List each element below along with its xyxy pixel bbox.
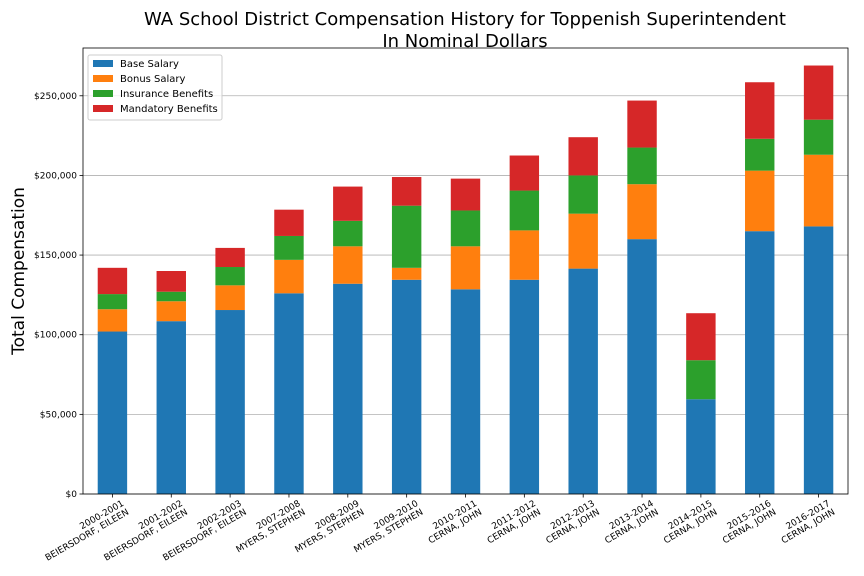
bar-base-salary xyxy=(333,283,363,494)
legend-swatch xyxy=(93,75,113,82)
bar-insurance-benefits xyxy=(803,119,834,155)
bar-mandatory-benefits xyxy=(156,271,186,292)
bar-base-salary xyxy=(745,231,775,494)
bar-base-salary xyxy=(803,226,834,494)
bar-base-salary xyxy=(391,279,422,494)
bar-base-salary xyxy=(509,279,540,494)
bar-insurance-benefits xyxy=(97,294,128,310)
bar-mandatory-benefits xyxy=(450,178,481,211)
y-tick-label: $250,000 xyxy=(34,92,77,102)
bar-mandatory-benefits xyxy=(97,267,128,295)
bar-bonus-salary xyxy=(803,154,834,227)
legend-frame xyxy=(87,54,223,121)
bar-insurance-benefits xyxy=(509,190,540,231)
legend-swatch xyxy=(93,60,113,67)
bar-mandatory-benefits xyxy=(215,247,245,268)
bar-insurance-benefits xyxy=(156,291,186,302)
y-axis: $0 $50,000 $100,000 $150,000 $200,000 $250,00… xyxy=(34,92,83,500)
bar-base-salary xyxy=(156,321,186,494)
bar-bonus-salary xyxy=(97,309,128,332)
bar-base-salary xyxy=(568,268,598,494)
bar-bonus-salary xyxy=(568,213,598,269)
chart-title: WA School District Compensation History … xyxy=(144,9,786,52)
bar-mandatory-benefits xyxy=(568,137,598,176)
y-tick-label: $50,000 xyxy=(40,410,77,420)
bar-mandatory-benefits xyxy=(745,82,775,139)
bar-base-salary xyxy=(97,331,128,494)
chart-title-line-2: In Nominal Dollars xyxy=(382,31,547,52)
bar-bonus-salary xyxy=(215,285,245,311)
bar-base-salary xyxy=(215,310,245,494)
bar-bonus-salary xyxy=(745,170,775,232)
bar-bonus-salary xyxy=(627,184,657,240)
y-tick-label: $200,000 xyxy=(34,171,77,181)
bar-insurance-benefits xyxy=(686,360,716,400)
bar-insurance-benefits xyxy=(215,267,245,286)
bar-bonus-salary xyxy=(333,246,363,284)
bar-bonus-salary xyxy=(156,301,186,322)
bar-insurance-benefits xyxy=(391,205,422,268)
bar-base-salary xyxy=(627,239,657,494)
bar-mandatory-benefits xyxy=(803,65,834,120)
bar-bonus-salary xyxy=(391,267,422,280)
bar-base-salary xyxy=(686,399,716,494)
bar-mandatory-benefits xyxy=(627,100,657,148)
legend-label: Base Salary xyxy=(120,59,179,70)
legend-swatch xyxy=(93,105,113,112)
bar-mandatory-benefits xyxy=(333,186,363,221)
bar-bonus-salary xyxy=(509,230,540,280)
bar-insurance-benefits xyxy=(627,147,657,185)
legend-label: Insurance Benefits xyxy=(120,89,213,100)
bar-bonus-salary xyxy=(274,259,304,294)
y-tick-label: $150,000 xyxy=(34,251,77,261)
legend: Base Salary Bonus Salary Insurance Benefit… xyxy=(87,54,223,121)
bar-mandatory-benefits xyxy=(686,313,716,361)
bars xyxy=(97,65,834,494)
bar-bonus-salary xyxy=(450,246,481,290)
bar-insurance-benefits xyxy=(745,138,775,171)
bar-insurance-benefits xyxy=(450,210,481,247)
y-tick-label: $0 xyxy=(66,490,78,500)
legend-label: Bonus Salary xyxy=(120,74,186,85)
bar-mandatory-benefits xyxy=(274,209,304,236)
chart-title-line-1: WA School District Compensation History … xyxy=(144,9,786,30)
legend-label: Mandatory Benefits xyxy=(120,104,218,115)
legend-swatch xyxy=(93,90,113,97)
bar-base-salary xyxy=(450,289,481,494)
bar-insurance-benefits xyxy=(333,220,363,247)
bar-mandatory-benefits xyxy=(391,177,422,206)
bar-base-salary xyxy=(274,293,304,494)
bar-mandatory-benefits xyxy=(509,155,540,191)
y-tick-label: $100,000 xyxy=(34,331,77,341)
bar-insurance-benefits xyxy=(568,175,598,214)
bar-insurance-benefits xyxy=(274,235,304,260)
y-axis-label: Total Compensation xyxy=(9,187,29,356)
